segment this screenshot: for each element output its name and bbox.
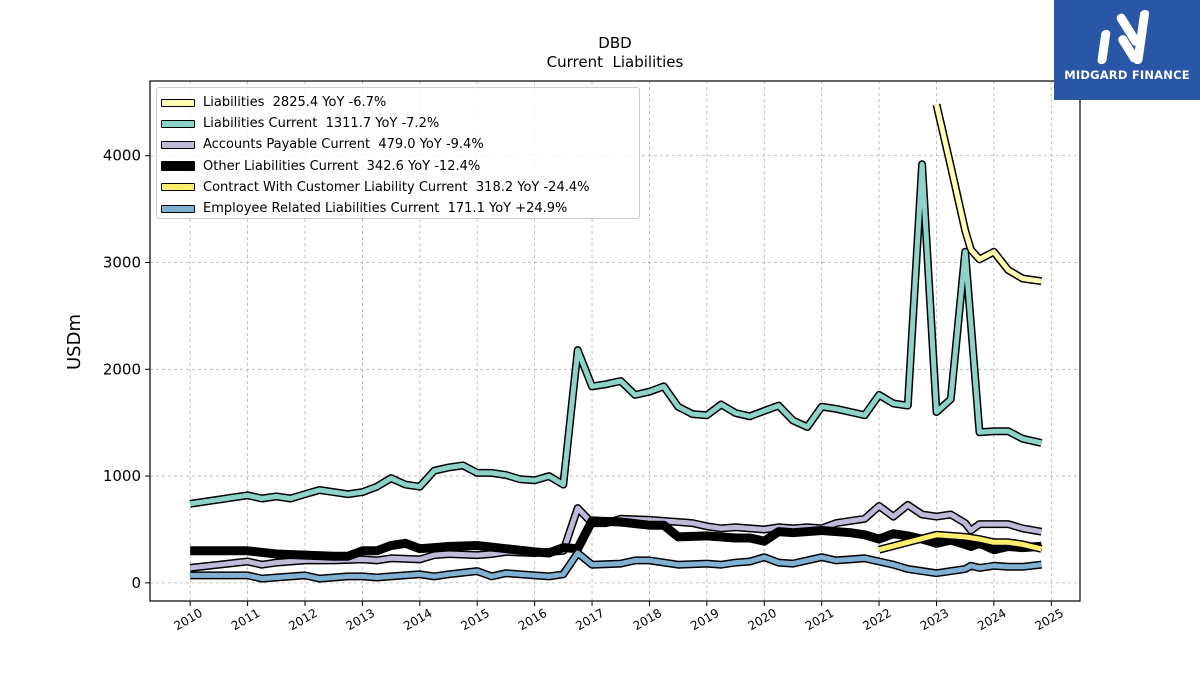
- series-line-liabilities-current: [189, 161, 1043, 507]
- legend-swatch: [161, 119, 195, 128]
- midgard-finance-logo-text: MIDGARD FINANCE: [1064, 68, 1190, 82]
- legend-item-accounts-payable-current: Accounts Payable Current 479.0 YoY -9.4%: [157, 134, 639, 155]
- series-other-liabilities-current: [190, 516, 1042, 561]
- midgard-finance-logo-mark: [1097, 10, 1150, 64]
- x-tick-label: 2011: [229, 606, 262, 633]
- legend-label: Other Liabilities Current 342.6 YoY -12.…: [203, 158, 481, 174]
- legend-item-employee-related-liabilities-current: Employee Related Liabilities Current 171…: [157, 198, 639, 219]
- series-line-liabilities: [934, 103, 1042, 284]
- legend-item-other-liabilities-current: Other Liabilities Current 342.6 YoY -12.…: [157, 156, 639, 177]
- legend-item-liabilities-current: Liabilities Current 1311.7 YoY -7.2%: [157, 113, 639, 134]
- plot-frame: [149, 80, 1081, 602]
- series-line-other-liabilities-current: [190, 516, 1042, 561]
- x-tick-label: 2020: [746, 606, 779, 633]
- series-liabilities: [932, 103, 1043, 286]
- x-tick-label: 2024: [975, 606, 1008, 633]
- x-tick-label: 2013: [344, 606, 377, 633]
- legend-label: Employee Related Liabilities Current 171…: [203, 201, 568, 217]
- y-axis-label: USDm: [64, 314, 85, 370]
- legend-label: Liabilities Current 1311.7 YoY -7.2%: [203, 116, 440, 132]
- series-contract-with-customer-liability-current: [878, 530, 1043, 554]
- x-tick-label: 2021: [803, 606, 836, 633]
- y-tick-label: 4000: [103, 147, 141, 165]
- chart-title: DBD: [598, 34, 631, 52]
- series-lines: [189, 103, 1043, 583]
- series-liabilities-current: [189, 160, 1043, 508]
- legend-item-contract-with-customer-liability-current: Contract With Customer Liability Current…: [157, 177, 639, 198]
- series-line-accounts-payable-current: [189, 502, 1042, 571]
- x-tick-label: 2023: [918, 606, 951, 633]
- x-tick-label: 2018: [631, 606, 664, 633]
- x-tick-label: 2017: [573, 606, 606, 633]
- x-tick-label: 2019: [688, 606, 721, 633]
- legend-swatch: [161, 98, 195, 107]
- legend-swatch: [161, 140, 195, 149]
- y-tick-label: 2000: [103, 360, 141, 378]
- x-tick-label: 2010: [171, 606, 204, 633]
- legend-swatch: [161, 161, 195, 172]
- x-tick-label: 2016: [516, 606, 549, 633]
- series-employee-related-liabilities-current: [190, 549, 1042, 583]
- y-tick-label: 3000: [103, 254, 141, 272]
- legend-label: Contract With Customer Liability Current…: [203, 179, 590, 195]
- series-line-employee-related-liabilities-current: [190, 550, 1042, 582]
- legend: Liabilities 2825.4 YoY -6.7% Liabilities …: [156, 87, 640, 219]
- legend-label: Accounts Payable Current 479.0 YoY -9.4%: [203, 137, 484, 153]
- series-accounts-payable-current: [189, 500, 1043, 572]
- x-tick-label: 2014: [401, 606, 434, 633]
- legend-label: Liabilities 2825.4 YoY -6.7%: [203, 95, 387, 111]
- y-tick-label: 1000: [103, 467, 141, 485]
- legend-swatch: [161, 204, 195, 213]
- chart-subtitle: Current Liabilities: [547, 53, 684, 71]
- legend-swatch: [161, 183, 195, 192]
- legend-item-liabilities: Liabilities 2825.4 YoY -6.7%: [157, 92, 639, 113]
- x-tick-label: 2012: [286, 606, 319, 633]
- series-line-contract-with-customer-liability-current: [878, 532, 1043, 553]
- x-tick-label: 2022: [860, 606, 893, 633]
- midgard-finance-logo: MIDGARD FINANCE: [1054, 0, 1200, 100]
- y-tick-label: 0: [131, 574, 141, 592]
- x-tick-label: 2015: [458, 606, 491, 633]
- x-tick-label: 2025: [1033, 606, 1066, 633]
